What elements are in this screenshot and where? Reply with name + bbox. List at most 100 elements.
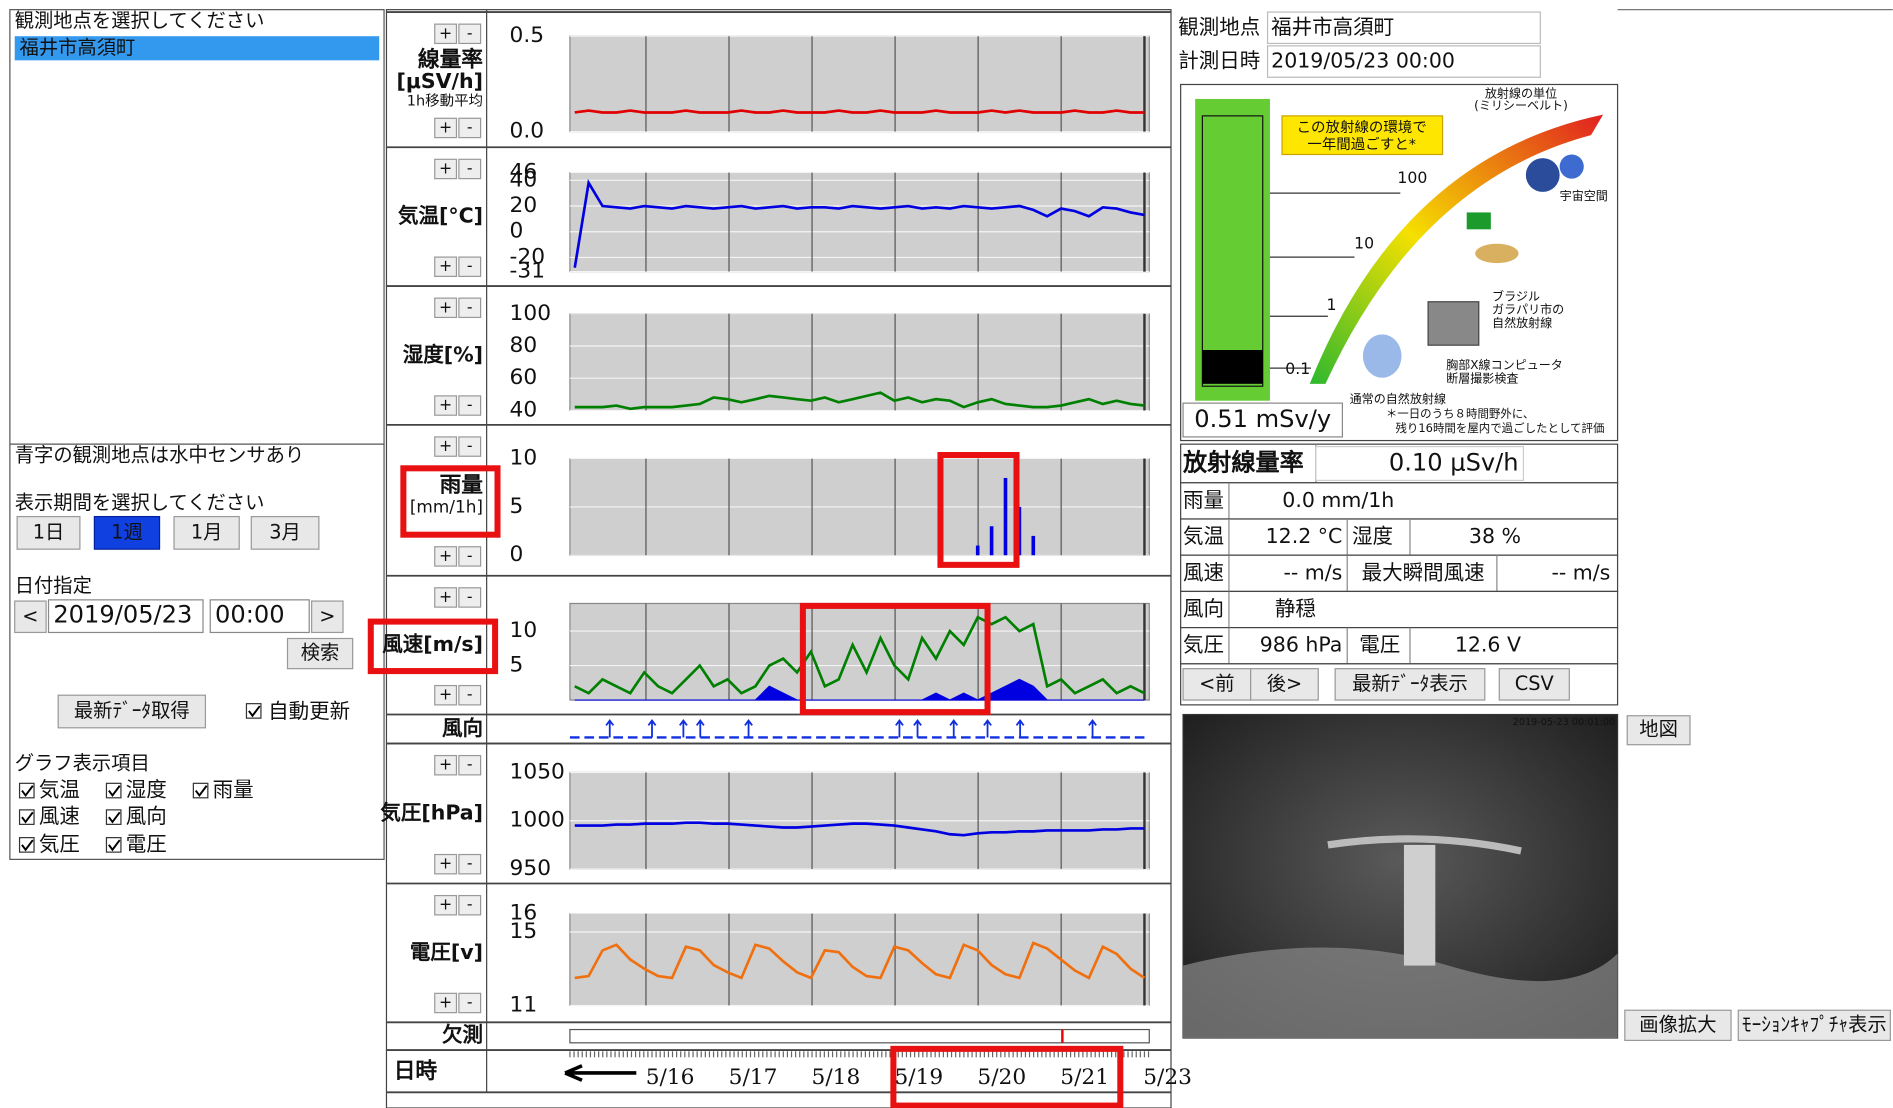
ct-text: 胸部X線コンピュータ [1446, 357, 1563, 372]
item-label: 風向 [126, 804, 167, 828]
station-label: 観測地点 [1178, 15, 1260, 39]
unit-text: (ミリシーベルト) [1474, 99, 1568, 113]
reading-row [1181, 483, 1618, 519]
date-value: 2019/05/23 [53, 601, 192, 629]
fetch-button-label: 最新ﾃﾞｰﾀ取得 [74, 699, 190, 722]
x-tick-label: 5/23 [1143, 1065, 1192, 1090]
scale-label: 0.1 [1285, 359, 1310, 378]
annual-value: 0.51 mSv/y [1194, 405, 1331, 433]
y-tick-label: 1000 [510, 808, 565, 833]
panel-label: 湿度[%] [403, 342, 483, 366]
reading-value: 38 % [1469, 524, 1521, 548]
enlarge-button-label: 画像拡大 [1639, 1013, 1716, 1036]
dose-label: 放射線量率 [1182, 448, 1304, 476]
icon [1467, 212, 1491, 229]
panel-unit: [μSV/h] [396, 69, 483, 93]
reading-label: 電圧 [1359, 633, 1400, 657]
zoom-button-label: + [439, 395, 452, 414]
row-label: 風向 [442, 716, 483, 740]
y-tick-label: 100 [510, 301, 551, 326]
reading-value: -- m/s [1551, 560, 1610, 584]
item-label: 電圧 [126, 832, 167, 856]
zoom-button-label: + [439, 158, 452, 177]
zoom-button-label: + [439, 436, 452, 455]
map-button-label: 地図 [1639, 718, 1678, 741]
zoom-button-label: + [439, 297, 452, 316]
scale-label: 100 [1397, 168, 1427, 187]
plot-area [570, 173, 1149, 272]
nav-button-label: CSV [1515, 672, 1555, 695]
brazil-text: ガラパリ市の [1492, 302, 1564, 317]
nav-button-label: 後> [1267, 672, 1302, 695]
reading-value: 986 hPa [1260, 633, 1343, 657]
y-tick-label: 950 [510, 856, 551, 881]
row-label: 日時 [394, 1059, 438, 1084]
time-label: 計測日時 [1178, 49, 1260, 73]
camera-pole [1404, 845, 1435, 966]
y-tick-label: 5 [510, 494, 524, 519]
zoom-button-label: + [439, 992, 452, 1011]
auto-update-label: 自動更新 [268, 699, 350, 723]
y-tick-label: 80 [510, 333, 538, 358]
plot-area [570, 36, 1149, 131]
footnote-text: ＊一日のうち８時間野外に、 [1386, 406, 1535, 420]
date-label: 日付指定 [15, 574, 92, 597]
brazil-text: 自然放射線 [1492, 315, 1552, 330]
y-tick-label: 60 [510, 365, 538, 390]
zoom-button-label: - [467, 685, 473, 704]
water-note: の観測地点は水中センサあり [53, 444, 304, 467]
icon [1363, 334, 1402, 377]
item-label: 気温 [39, 778, 80, 802]
y-tick-label: 0.5 [510, 23, 545, 48]
zoom-button-label: + [439, 23, 452, 42]
x-tick-label: 5/18 [812, 1065, 861, 1090]
panel-label: 雨量 [440, 473, 484, 498]
x-tick-label: 5/20 [977, 1065, 1026, 1090]
time-value: 00:00 [215, 601, 285, 629]
y-tick-label: 0 [510, 219, 524, 244]
icon [1560, 154, 1584, 178]
panel-label: 気温[°C] [398, 204, 483, 228]
zoom-button-label: + [439, 256, 452, 275]
item-label: 気圧 [39, 832, 80, 856]
panel-note: 1h移動平均 [407, 92, 483, 109]
zoom-button-label: - [467, 395, 473, 414]
panel-unit: [mm/1h] [410, 497, 483, 517]
zoom-button-label: - [467, 546, 473, 565]
reading-label: 風速 [1183, 560, 1224, 584]
zoom-button-label: + [439, 117, 452, 136]
natural-text: 通常の自然放射線 [1350, 391, 1446, 406]
icon [1475, 244, 1518, 263]
period-button-label: 1週 [111, 520, 143, 543]
dose-value: 0.10 μSv/h [1389, 448, 1519, 476]
annual-bar-fill [1202, 350, 1262, 384]
x-tick-label: 5/21 [1060, 1065, 1109, 1090]
ct-text: 断層撮影検査 [1446, 370, 1518, 385]
icon [1526, 158, 1560, 192]
x-tick-label: 5/17 [729, 1065, 778, 1090]
callout-text: この放射線の環境で [1297, 118, 1427, 136]
zoom-button-label: - [467, 854, 473, 873]
y-tick-label: 10 [510, 446, 538, 471]
prev-button-label: < [22, 604, 38, 627]
y-tick-label: 10 [510, 618, 538, 643]
motion-button-label: ﾓｰｼｮﾝｷｬﾌﾟﾁｬ表示 [1742, 1013, 1887, 1036]
period-button-label: 1月 [191, 520, 223, 543]
zoom-button-label: + [439, 895, 452, 914]
reading-value: 0.0 mm/1h [1282, 488, 1394, 512]
nav-button-label: <前 [1199, 672, 1234, 695]
reading-value: 静穏 [1275, 597, 1316, 621]
callout-text: 一年間過ごすと* [1307, 136, 1416, 153]
period-button-label: 1日 [33, 520, 65, 543]
plot-area [570, 314, 1149, 411]
reading-value: 12.2 °C [1266, 524, 1343, 548]
zoom-button-label: - [467, 436, 473, 455]
item-label: 雨量 [213, 778, 254, 802]
period-button-label: 3月 [269, 520, 301, 543]
water-note-blue: 青字 [15, 444, 54, 467]
zoom-button-label: + [439, 685, 452, 704]
panel-label: 電圧[v] [410, 940, 483, 964]
zoom-button-label: + [439, 587, 452, 606]
reading-value: 12.6 V [1455, 633, 1521, 657]
left-panel [10, 10, 384, 860]
